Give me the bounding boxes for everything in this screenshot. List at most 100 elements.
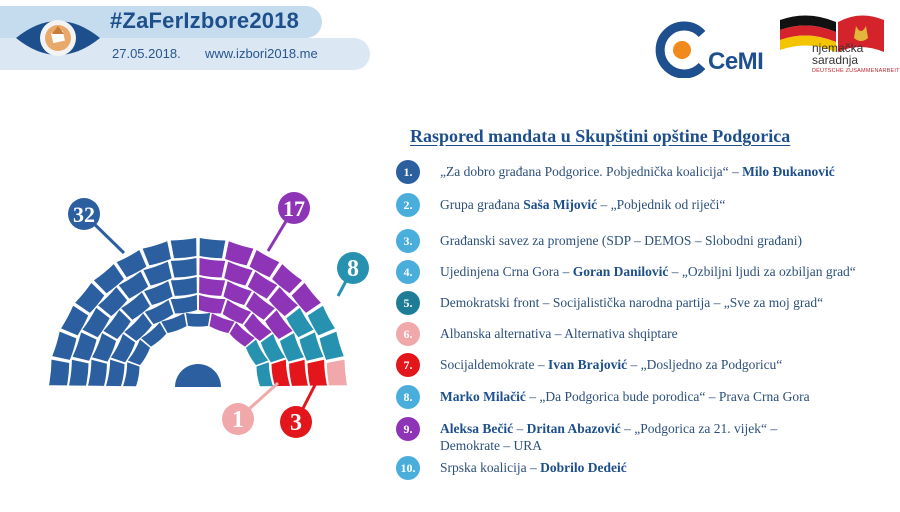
parliament-chart: 32 17 8 1 3	[49, 192, 369, 438]
seat-party-9	[199, 277, 226, 296]
legend-item: 9. Aleksa Bečić – Dritan Abazović – „Podg…	[396, 417, 896, 454]
legend-item: 3. Građanski savez za promjene (SDP – DEM…	[396, 229, 896, 253]
seat-party-1	[170, 258, 197, 278]
seat-party-1	[72, 332, 97, 361]
header-website-link[interactable]: www.izbori2018.me	[205, 46, 318, 61]
callout-seat-count: 1	[232, 407, 244, 433]
seat-party-5	[319, 331, 344, 360]
seat-party-1	[170, 238, 197, 259]
callout-bubble	[222, 403, 254, 435]
seat-party-1	[144, 299, 174, 325]
cemi-logo-icon	[655, 21, 706, 78]
legend-number-badge: 7.	[396, 353, 420, 377]
seat-party-1	[116, 250, 147, 278]
seat-party-6	[326, 359, 347, 386]
callout-bubble	[68, 198, 100, 230]
seat-party-5	[260, 333, 286, 363]
seat-party-1	[161, 313, 187, 333]
seat-party-1	[118, 271, 149, 299]
seat-party-1	[82, 307, 110, 338]
legend-label: Socijaldemokrate – Ivan Brajović – „Dosl…	[440, 357, 783, 372]
seat-party-9	[247, 271, 278, 299]
seat-party-9	[244, 313, 272, 341]
seat-party-9	[223, 281, 252, 306]
speaker-seat	[175, 364, 221, 387]
partner-subtitle: DEUTSCHE ZUSAMMENARBEIT	[812, 68, 900, 74]
legend-item: 4. Ujedinjena Crna Gora – Goran Danilović…	[396, 260, 896, 284]
header-date: 27.05.2018.	[112, 46, 181, 61]
seat-party-5	[307, 305, 335, 336]
legend-label: Albanska alternativa – Alternativa shqip…	[440, 326, 678, 341]
seat-party-5	[279, 333, 304, 362]
cemi-logo-text: CeMI	[708, 48, 764, 75]
seat-party-1	[93, 264, 124, 294]
seat-party-5	[245, 339, 269, 366]
callout-seat-count: 8	[347, 256, 359, 282]
partner-name-line2: saradnja	[812, 53, 859, 67]
legend-number-badge: 3.	[396, 229, 420, 253]
seat-party-1	[144, 281, 173, 306]
seat-party-1	[143, 261, 172, 286]
seat-party-1	[185, 312, 211, 327]
callout-bubble	[278, 192, 310, 224]
seat-party-1	[103, 310, 131, 340]
seat-party-1	[49, 359, 70, 386]
legend-item: 7. Socijaldemokrate – Ivan Brajović – „Do…	[396, 353, 896, 377]
legend-label: Grupa građana Saša Mijović – „Pobjednik …	[440, 197, 726, 212]
seat-party-7	[271, 359, 290, 387]
seat-party-9	[268, 287, 298, 317]
legend-label: „Za dobro građana Podgorice. Pobjednička…	[440, 164, 835, 179]
seat-party-1	[199, 238, 226, 259]
seat-party-1	[141, 322, 167, 347]
seat-party-1	[121, 292, 151, 320]
seat-party-9	[198, 295, 226, 314]
callout-bubble	[337, 252, 369, 284]
legend-item: 5. Demokratski front – Socijalistička nar…	[396, 291, 896, 315]
seat-party-1	[106, 359, 125, 387]
seat-party-5	[286, 307, 314, 338]
seat-party-1	[170, 277, 197, 296]
seat-party-1	[124, 313, 152, 341]
seat-party-1	[123, 362, 140, 387]
campaign-hashtag: #ZaFerIzbore2018	[110, 8, 300, 33]
seat-party-9	[209, 313, 235, 333]
seat-party-1	[75, 282, 105, 313]
seat-party-9	[245, 292, 275, 320]
legend-item: 2. Grupa građana Saša Mijović – „Pobjedni…	[396, 193, 896, 217]
seat-party-9	[291, 282, 321, 313]
seat-party-9	[249, 250, 280, 278]
legend-number-badge: 9.	[396, 417, 420, 441]
legend-label: Aleksa Bečić – Dritan Abazović – „Podgor…	[440, 421, 778, 453]
seat-party-1	[142, 241, 171, 266]
seat-party-9	[224, 261, 253, 286]
callout-bubble	[280, 406, 312, 438]
legend-label: Demokratski front – Socijalistička narod…	[440, 295, 824, 310]
legend-label: Ujedinjena Crna Gora – Goran Danilović –…	[440, 264, 856, 279]
partner-name-line1: njemačka	[812, 41, 864, 55]
seat-party-7	[307, 359, 327, 386]
legend-number-badge: 8.	[396, 385, 420, 409]
seat-party-1	[127, 339, 151, 366]
seat-party-5	[256, 362, 273, 387]
german-cooperation-flag-icon	[780, 15, 884, 53]
legend-item: 6. Albanska alternativa – Alternativa shq…	[396, 322, 896, 346]
legend-number-badge: 4.	[396, 260, 420, 284]
legend-number-badge: 2.	[396, 193, 420, 217]
seat-party-9	[265, 310, 293, 340]
legend-number-badge: 1.	[396, 160, 420, 184]
seat-party-1	[69, 359, 89, 386]
seat-party-7	[289, 359, 308, 386]
chart-title: Raspored mandata u Skupštini opštine Pod…	[410, 126, 791, 146]
seat-party-9	[229, 322, 255, 347]
legend-label: Građanski savez za promjene (SDP – DEMOS…	[440, 233, 803, 248]
seat-party-9	[222, 299, 252, 325]
seat-party-1	[52, 331, 77, 360]
seat-party-1	[88, 359, 107, 386]
seat-party-9	[272, 264, 303, 294]
seat-party-5	[299, 332, 324, 361]
seat-party-1	[110, 333, 136, 363]
callout-seat-count: 32	[73, 202, 95, 227]
seat-party-1	[98, 287, 128, 317]
legend-label: Marko Milačić – „Da Podgorica bude porod…	[440, 389, 810, 404]
partner-name: njemačka saradnja	[812, 42, 863, 66]
